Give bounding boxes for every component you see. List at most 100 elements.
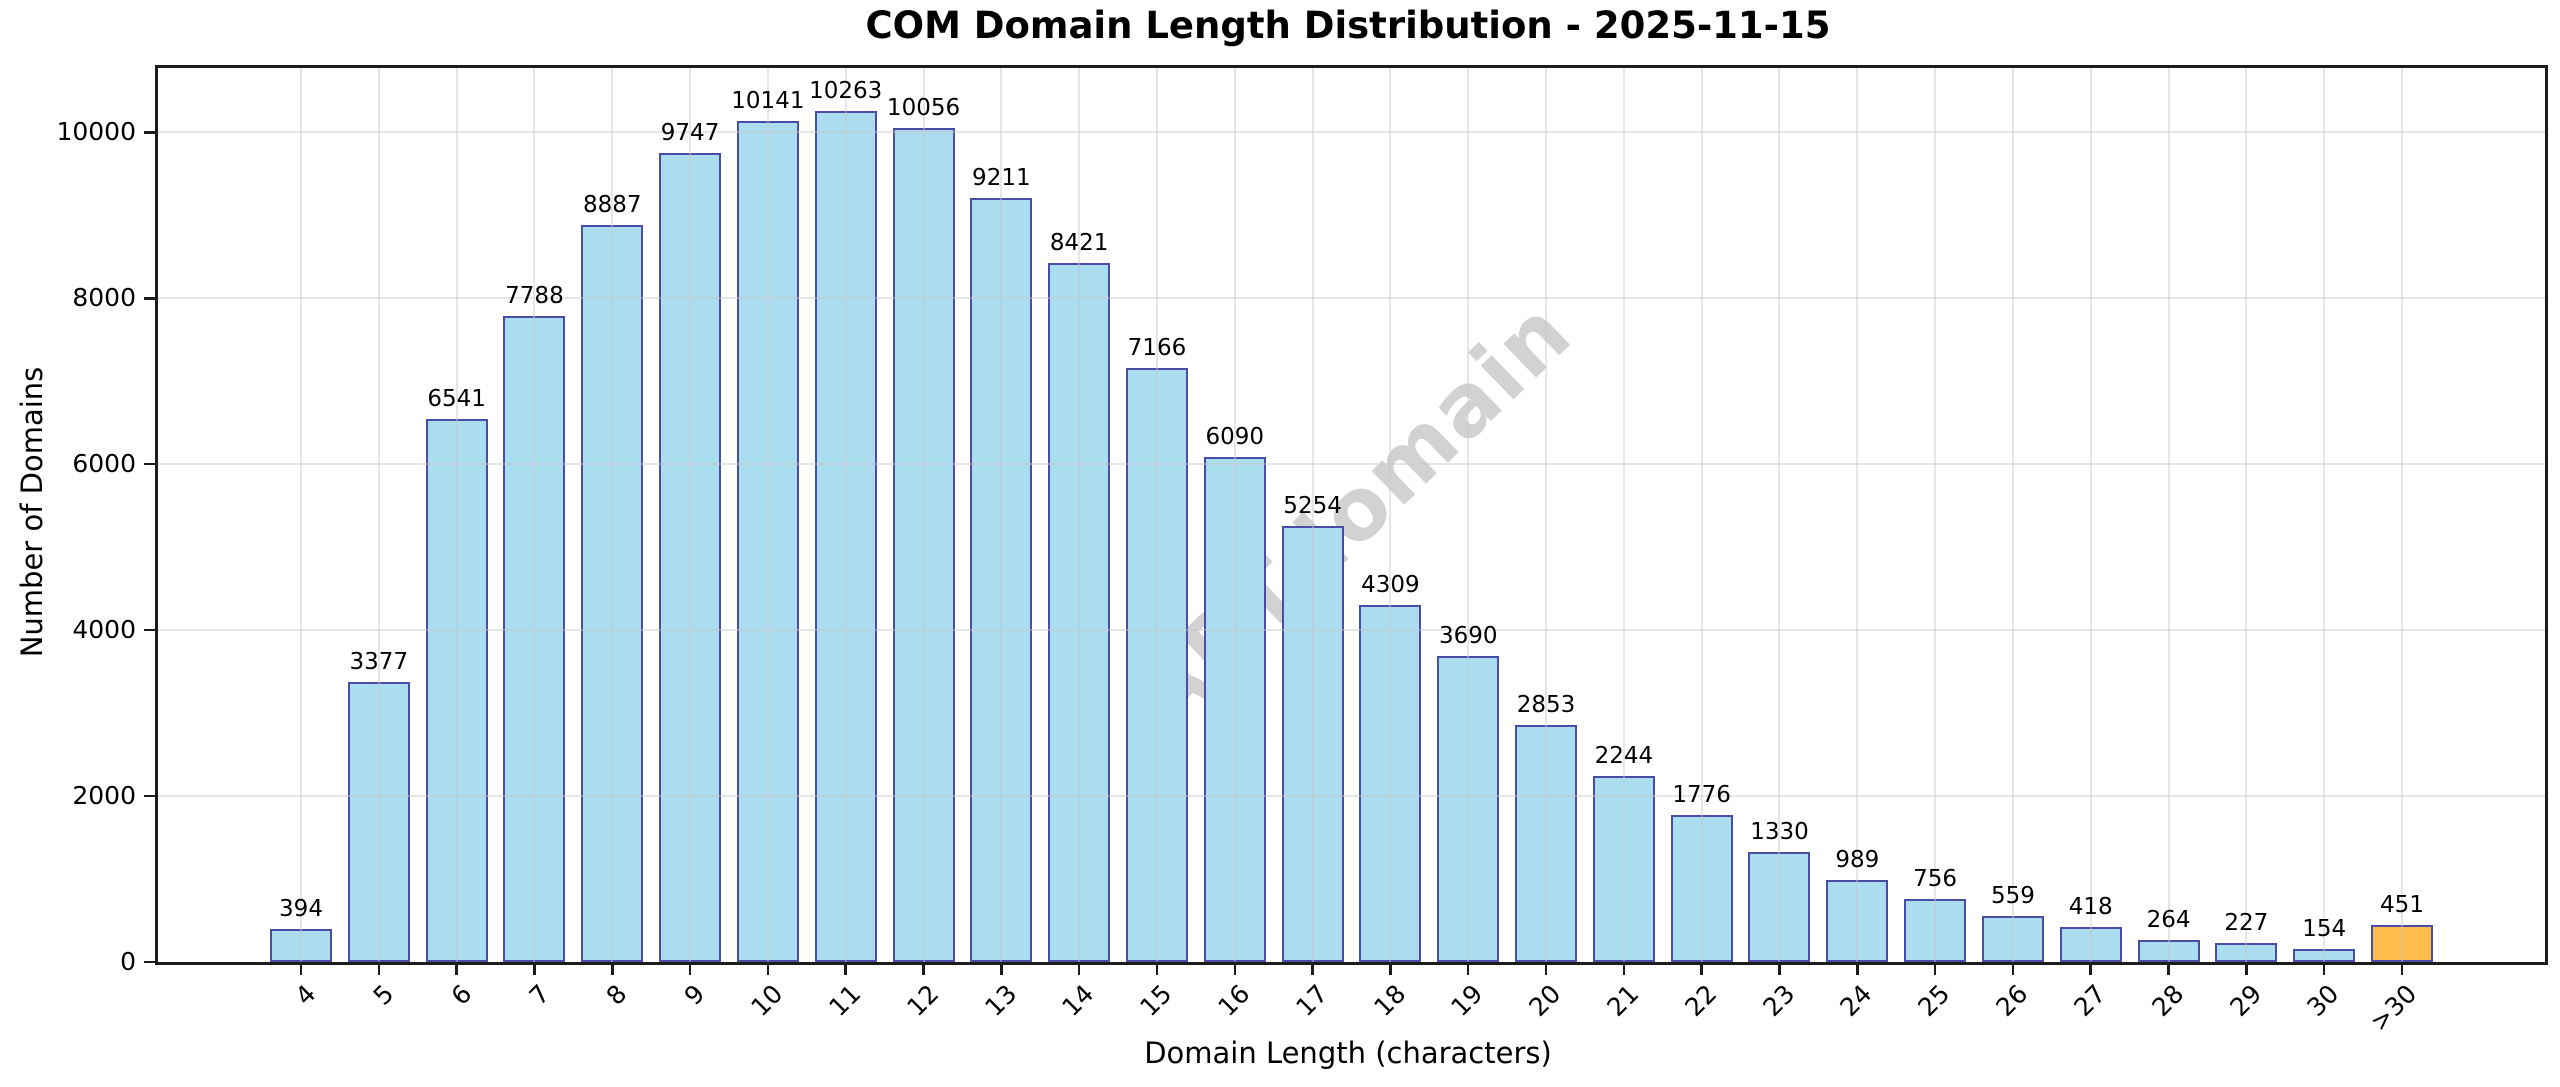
x-tick-mark xyxy=(1000,965,1003,975)
x-tick-mark xyxy=(766,965,770,975)
bar xyxy=(1437,655,1500,962)
bar xyxy=(892,127,955,962)
v-gridline xyxy=(2011,68,2014,962)
x-tick-label: 25 xyxy=(1912,979,1956,1023)
x-tick-label: 16 xyxy=(1212,979,1256,1023)
bar-value-label: 9211 xyxy=(972,164,1031,191)
x-tick-label: 10 xyxy=(745,979,789,1023)
x-tick-mark xyxy=(2089,965,2092,975)
x-tick-mark xyxy=(1544,965,1548,975)
y-tick-mark xyxy=(144,131,155,134)
bar xyxy=(1515,725,1578,962)
x-tick-mark xyxy=(1311,965,1314,975)
bar xyxy=(503,315,566,962)
x-tick-mark xyxy=(2245,965,2248,975)
bar xyxy=(1281,526,1344,962)
bar-value-label: 7788 xyxy=(505,282,564,309)
x-tick-label: 14 xyxy=(1056,979,1100,1023)
x-tick-label: 15 xyxy=(1134,979,1178,1023)
v-gridline xyxy=(1934,68,1937,962)
y-tick-mark xyxy=(144,628,155,632)
x-tick-mark xyxy=(844,965,847,975)
bar-value-label: 9747 xyxy=(660,120,720,147)
bar xyxy=(1981,915,2044,962)
x-axis-ticks: 4 5 6 7 8 9 10 11 12 13 14 15 16 17 18 19 20 21 22 23 24 25 26… xyxy=(158,965,2545,1087)
bar-value-label: 227 xyxy=(2224,910,2269,937)
x-tick-label: 6 xyxy=(445,979,478,1011)
y-tick-mark xyxy=(144,794,155,798)
bar xyxy=(1748,851,1811,962)
v-gridline xyxy=(300,68,302,962)
x-tick-label: 30 xyxy=(2301,979,2345,1023)
bar-value-label: 559 xyxy=(1990,882,2035,909)
x-tick-label: 5 xyxy=(367,979,400,1011)
x-tick-mark xyxy=(1856,965,1859,975)
bar xyxy=(425,419,488,962)
x-tick-mark xyxy=(377,965,381,975)
y-tick-label: 4000 xyxy=(72,615,136,645)
x-tick-mark xyxy=(2400,965,2404,975)
bar-value-label: 5254 xyxy=(1283,493,1342,520)
bar xyxy=(814,110,877,962)
x-tick-mark xyxy=(455,965,458,975)
bar xyxy=(2215,943,2278,962)
bar-value-label: 6090 xyxy=(1205,423,1265,450)
bar xyxy=(1048,263,1111,962)
bar-value-label: 418 xyxy=(2068,894,2113,921)
x-tick-label: 8 xyxy=(601,979,633,1011)
y-tick-mark xyxy=(144,960,155,964)
x-tick-label: 12 xyxy=(901,979,945,1023)
x-tick-label: 18 xyxy=(1367,979,1411,1023)
bar xyxy=(581,224,644,962)
bar-value-label: 7166 xyxy=(1127,334,1187,361)
x-tick-label: 23 xyxy=(1756,979,1800,1023)
x-tick-label: 7 xyxy=(523,979,555,1011)
bar xyxy=(1826,879,1889,962)
y-tick-label: 2000 xyxy=(72,781,136,811)
bar-value-label: 451 xyxy=(2380,891,2424,918)
bar xyxy=(2059,927,2122,962)
y-axis-ticks: 0 2000 4000 6000 8000 10000 xyxy=(0,0,160,1087)
bar-value-label: 4309 xyxy=(1361,571,1420,598)
x-tick-mark xyxy=(688,965,692,975)
x-tick-mark xyxy=(2322,965,2326,975)
x-tick-mark xyxy=(299,965,303,975)
bar-value-label: 264 xyxy=(2146,907,2191,934)
bar-value-label: 2853 xyxy=(1516,692,1576,719)
x-tick-label: 22 xyxy=(1679,979,1723,1023)
plot-area: ABTdomain 394 3377 6541 7788 8887 9747 10141 10… xyxy=(155,65,2548,965)
x-tick-mark xyxy=(611,965,614,975)
x-tick-mark xyxy=(1466,965,1470,975)
h-gridline xyxy=(158,131,2545,134)
bar xyxy=(1359,604,1422,962)
bar-value-label: 1776 xyxy=(1672,781,1731,808)
x-tick-label: 24 xyxy=(1834,979,1878,1023)
x-tick-label: >30 xyxy=(2364,979,2423,1037)
bar xyxy=(2371,924,2433,962)
x-tick-label: 21 xyxy=(1601,979,1645,1023)
v-gridline xyxy=(2167,68,2170,962)
y-tick-mark xyxy=(144,297,155,300)
v-gridline xyxy=(2401,68,2403,962)
x-axis-label: Domain Length (characters) xyxy=(1144,1036,1552,1070)
bar-value-label: 2244 xyxy=(1594,742,1654,769)
bar xyxy=(659,153,722,962)
bar xyxy=(1670,814,1733,962)
bar xyxy=(1904,899,1967,962)
bar-value-label: 756 xyxy=(1913,866,1958,893)
y-tick-label: 0 xyxy=(120,947,136,976)
bar xyxy=(347,681,410,962)
bar-value-label: 394 xyxy=(279,896,323,923)
x-tick-label: 4 xyxy=(289,979,322,1011)
x-tick-mark xyxy=(1077,965,1081,975)
bar-value-label: 8887 xyxy=(582,191,642,218)
bar-value-label: 10141 xyxy=(731,87,805,114)
bar xyxy=(2137,940,2200,962)
bar-value-label: 10263 xyxy=(809,77,883,104)
bar xyxy=(1592,775,1655,962)
bar xyxy=(1125,367,1188,962)
bar-value-label: 8421 xyxy=(1049,230,1109,257)
y-tick-mark xyxy=(144,462,155,466)
y-tick-label: 10000 xyxy=(56,117,136,147)
